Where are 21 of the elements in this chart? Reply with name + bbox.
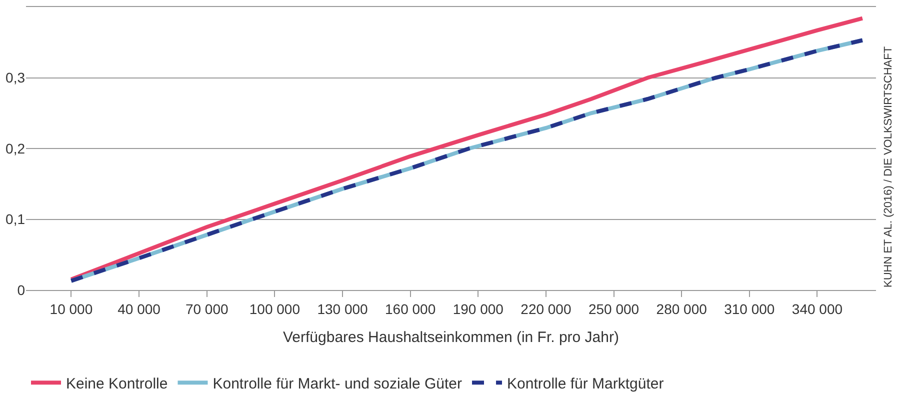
x-tick-label: 40 000 [118,300,161,317]
x-tick-label: 70 000 [185,300,228,317]
x-tick-label: 220 000 [520,300,572,317]
x-tick-label: 100 000 [249,300,300,317]
x-tick-label: 250 000 [588,300,640,317]
legend-label: Kontrolle für Marktgüter [507,376,664,393]
legend-label: Keine Kontrolle [66,376,168,393]
x-tick-label: 310 000 [724,300,775,317]
x-tick-label: 340 000 [792,300,843,317]
x-tick-label: 10 000 [50,300,93,317]
x-tick-label: 160 000 [385,300,436,317]
y-tick-label: 0,2 [6,140,26,156]
x-axis-title: Verfügbares Haushaltseinkommen (in Fr. pro Jahr) [283,328,619,346]
x-tick-label: 130 000 [317,300,368,317]
x-tick-label: 280 000 [656,300,708,317]
text: KUHN ET AL. (2016) / DIE VOLKSWIRTSCHAFT [882,46,894,288]
y-tick-label: 0 [17,282,26,298]
y-tick-label: 0,3 [6,70,26,86]
y-tick-label: 0,1 [6,211,26,228]
x-tick-label: 190 000 [452,300,504,317]
legend-label: Kontrolle für Markt- und soziale Güter [212,376,462,393]
